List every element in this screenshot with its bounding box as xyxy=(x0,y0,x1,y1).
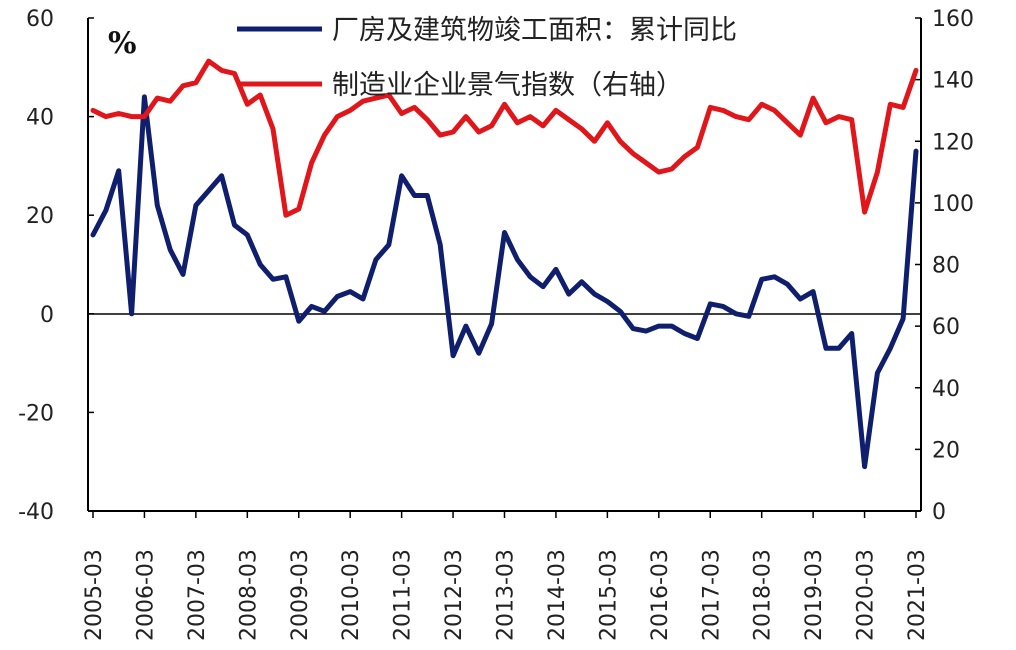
legend-label-red: 制造业企业景气指数（右轴） xyxy=(332,70,683,101)
x-tick-label: 2016-03 xyxy=(648,549,673,641)
x-tick-label: 2006-03 xyxy=(133,549,158,641)
x-tick-label: 2021-03 xyxy=(905,549,930,641)
right-tick-label: 60 xyxy=(932,315,960,340)
series-layer xyxy=(90,58,919,470)
x-tick-label: 2005-03 xyxy=(82,549,107,641)
left-tick-label: 20 xyxy=(26,204,54,229)
left-tick-label: -20 xyxy=(18,401,54,426)
x-tick-label: 2007-03 xyxy=(185,549,210,641)
x-tick-label: 2014-03 xyxy=(545,549,570,641)
right-y-ticks: 0 20 40 60 80 100 120 140 160 xyxy=(915,7,974,525)
x-tick-label: 2013-03 xyxy=(494,549,519,641)
left-y-ticks: -40 -20 0 20 40 60 xyxy=(18,7,94,525)
right-tick-label: 20 xyxy=(932,438,960,463)
right-tick-label: 140 xyxy=(932,69,974,94)
right-tick-label: 40 xyxy=(932,377,960,402)
left-tick-label: -40 xyxy=(18,500,54,525)
x-tick-label: 2015-03 xyxy=(596,549,621,641)
right-tick-label: 100 xyxy=(932,192,974,217)
x-ticks: 2005-03 2006-03 2007-03 2008-03 2009-03 2010-… xyxy=(82,511,930,641)
x-tick-label: 2018-03 xyxy=(751,549,776,641)
legend: 厂房及建筑物竣工面积：累计同比 制造业企业景气指数（右轴） xyxy=(237,15,737,101)
left-tick-label: 0 xyxy=(40,303,54,328)
right-tick-label: 160 xyxy=(932,7,974,32)
x-tick-label: 2008-03 xyxy=(236,549,261,641)
x-tick-label: 2011-03 xyxy=(391,549,416,641)
legend-label-blue: 厂房及建筑物竣工面积：累计同比 xyxy=(332,15,737,46)
x-tick-label: 2012-03 xyxy=(442,549,467,641)
series-line-1 xyxy=(90,58,919,218)
series-line-0 xyxy=(90,94,919,470)
x-tick-label: 2009-03 xyxy=(288,549,313,641)
x-tick-label: 2020-03 xyxy=(854,549,879,641)
right-tick-label: 0 xyxy=(932,500,946,525)
x-tick-label: 2017-03 xyxy=(699,549,724,641)
left-tick-label: 40 xyxy=(26,106,54,131)
right-tick-label: 120 xyxy=(932,130,974,155)
x-tick-label: 2010-03 xyxy=(339,549,364,641)
x-tick-label: 2019-03 xyxy=(802,549,827,641)
left-tick-label: 60 xyxy=(26,7,54,32)
unit-label: % xyxy=(108,26,137,61)
right-tick-label: 80 xyxy=(932,254,960,279)
